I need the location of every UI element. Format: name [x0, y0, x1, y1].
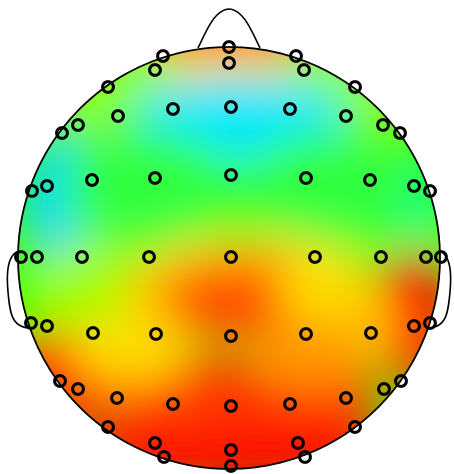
electrode-marker: [110, 391, 124, 405]
electrode-marker: [374, 250, 388, 264]
electrode-marker: [40, 179, 54, 193]
electrode-marker: [283, 102, 297, 116]
electrode-marker: [75, 250, 89, 264]
electrode-marker: [224, 399, 238, 413]
electrode-marker: [166, 102, 180, 116]
electrode-marker: [289, 49, 303, 63]
nose: [197, 8, 261, 49]
electrode-marker: [224, 443, 238, 457]
electrode-marker: [166, 397, 180, 411]
electrode-marker: [148, 63, 162, 77]
electrode-marker: [101, 80, 115, 94]
electrode-marker: [423, 316, 437, 330]
electrode-marker: [222, 40, 236, 54]
electrode-marker: [85, 173, 99, 187]
electrode-marker: [53, 374, 67, 388]
electrode-marker: [149, 327, 163, 341]
electrode-marker: [423, 184, 437, 198]
electrode-marker: [283, 397, 297, 411]
electrode-marker: [71, 118, 85, 132]
electrode-marker: [30, 250, 44, 264]
electrode-marker: [339, 109, 353, 123]
electrode-marker: [363, 173, 377, 187]
electrode-marker: [348, 80, 362, 94]
electrode-marker: [376, 118, 390, 132]
field-blob: [29, 430, 429, 469]
field-blob: [175, 282, 275, 338]
electrode-marker: [298, 450, 312, 464]
electrode-marker: [148, 171, 162, 185]
electrode-marker: [299, 171, 313, 185]
left-ear: [6, 249, 29, 329]
electrode-marker: [71, 382, 85, 396]
electrode-marker: [299, 327, 313, 341]
electrode-marker: [156, 49, 170, 63]
electrode-marker: [157, 450, 171, 464]
electrode-marker: [25, 184, 39, 198]
electrode-marker: [40, 319, 54, 333]
electrode-marker: [377, 382, 391, 396]
electrode-marker: [24, 316, 38, 330]
electrode-marker: [419, 250, 433, 264]
electrode-marker: [111, 109, 125, 123]
electrode-marker: [394, 374, 408, 388]
electrode-marker: [224, 100, 238, 114]
electrode-marker: [291, 436, 305, 450]
electrode-marker: [14, 250, 28, 264]
electrode-marker: [142, 250, 156, 264]
electrode-marker: [101, 420, 115, 434]
electrode-marker: [224, 250, 238, 264]
field-blob: [70, 315, 190, 385]
electrode-marker: [434, 250, 448, 264]
electrode-marker: [224, 459, 238, 473]
electrode-marker: [339, 391, 353, 405]
field-blob: [60, 130, 240, 250]
electrode-marker: [86, 326, 100, 340]
field-blob: [250, 320, 370, 390]
electrode-marker: [348, 420, 362, 434]
electrode-marker: [148, 436, 162, 450]
field-blob: [240, 130, 420, 250]
head-outline: [17, 46, 441, 470]
electrode-markers: [14, 40, 448, 473]
electrode-marker: [308, 250, 322, 264]
electrode-marker: [224, 168, 238, 182]
electrode-marker: [393, 126, 407, 140]
electrode-marker: [407, 179, 421, 193]
electrode-marker: [297, 63, 311, 77]
electrode-marker: [222, 56, 236, 70]
electrode-marker: [55, 126, 69, 140]
electrode-marker: [364, 326, 378, 340]
electrode-marker: [224, 329, 238, 343]
electrode-marker: [407, 319, 421, 333]
